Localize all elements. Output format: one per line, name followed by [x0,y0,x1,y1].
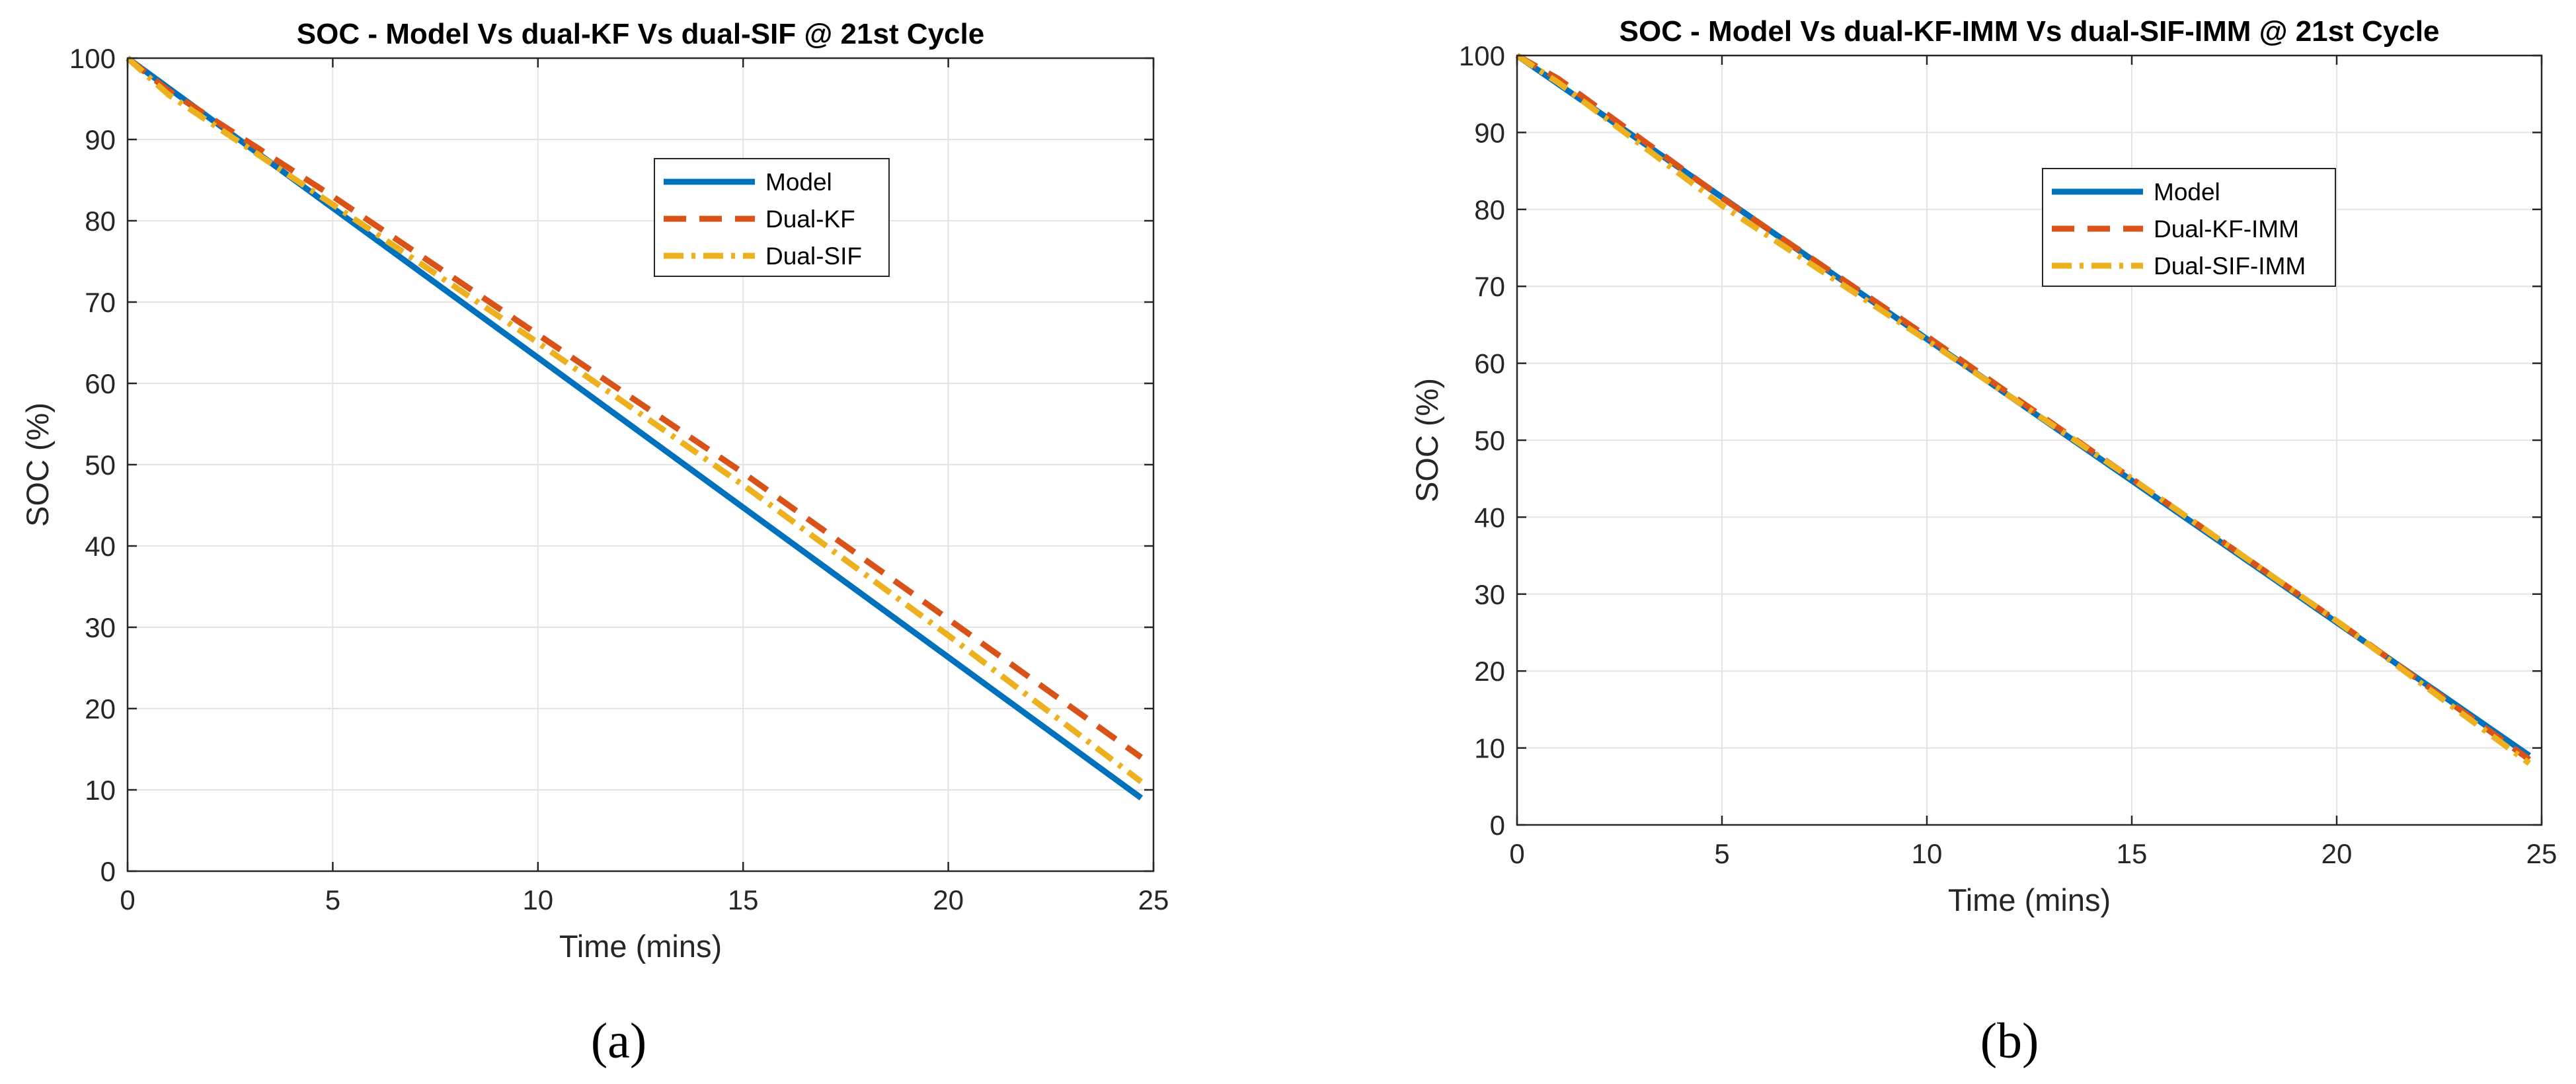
x-tick-label: 15 [2117,838,2148,869]
y-tick-label: 50 [85,449,116,481]
y-tick-label: 10 [85,775,116,806]
y-tick-label: 60 [1474,348,1505,379]
y-tick-label: 70 [85,287,116,318]
y-tick-label: 90 [85,124,116,155]
chart-b: 0 5 10 15 20 25 0 10 20 30 40 50 60 70 80 90 100 SOC - Mo… [1409,15,2557,1069]
legend-entry: Model [2154,178,2220,206]
x-tick-label: 10 [522,884,553,915]
x-tick-label: 25 [2526,838,2557,869]
x-tick-label: 25 [1138,884,1169,915]
legend-entry: Dual-SIF-IMM [2154,252,2306,280]
y-tick-label: 70 [1474,271,1505,302]
series-line-dual-sif [126,56,1144,785]
y-tick-label: 30 [85,612,116,643]
y-tick-label: 80 [85,206,116,237]
legend-entry: Dual-KF [765,206,855,233]
legend-entry: Dual-SIF [765,243,862,270]
y-tick-label: 80 [1474,194,1505,225]
subfigure-caption: (a) [591,1013,646,1069]
x-tick-label: 5 [325,884,340,915]
y-tick-label: 0 [100,856,116,887]
x-tick-label: 15 [728,884,759,915]
subfigure-caption: (b) [1980,1013,2039,1069]
y-axis-label: SOC (%) [1409,378,1444,502]
y-axis-label: SOC (%) [20,403,55,527]
y-tick-label: 10 [1474,733,1505,764]
x-tick-label: 0 [1509,838,1524,869]
y-tick-label: 60 [85,368,116,399]
x-tick-label: 20 [933,884,964,915]
series-line-dual-sif-imm [1515,53,2532,766]
y-tick-label: 40 [85,531,116,562]
x-tick-label: 20 [2322,838,2353,869]
legend-entry: Model [765,169,832,196]
y-tick-label: 30 [1474,579,1505,610]
y-tick-label: 100 [69,43,116,74]
x-axis-label: Time (mins) [559,929,722,964]
legend: Model Dual-KF-IMM Dual-SIF-IMM [2042,168,2336,287]
y-tick-label: 50 [1474,425,1505,456]
x-axis-label: Time (mins) [1948,882,2111,917]
y-tick-label: 0 [1490,810,1505,841]
y-tick-label: 40 [1474,502,1505,533]
series-line-dual-kf-imm [1515,53,2532,762]
x-tick-label: 10 [1912,838,1943,869]
legend-entry: Dual-KF-IMM [2154,215,2299,243]
chart-title: SOC - Model Vs dual-KF Vs dual-SIF @ 21s… [297,18,984,50]
chart-title: SOC - Model Vs dual-KF-IMM Vs dual-SIF-I… [1620,15,2440,48]
legend: Model Dual-KF Dual-SIF [654,158,890,277]
chart-a: 0 5 10 15 20 25 0 10 20 30 40 50 60 70 80 90 100 SOC - Mo… [20,18,1169,1069]
y-tick-label: 20 [1474,656,1505,687]
x-tick-label: 0 [120,884,135,915]
y-tick-label: 90 [1474,117,1505,148]
y-tick-label: 20 [85,693,116,724]
y-tick-label: 100 [1459,40,1505,71]
series-line-dual-kf [126,56,1144,760]
x-tick-label: 5 [1714,838,1729,869]
